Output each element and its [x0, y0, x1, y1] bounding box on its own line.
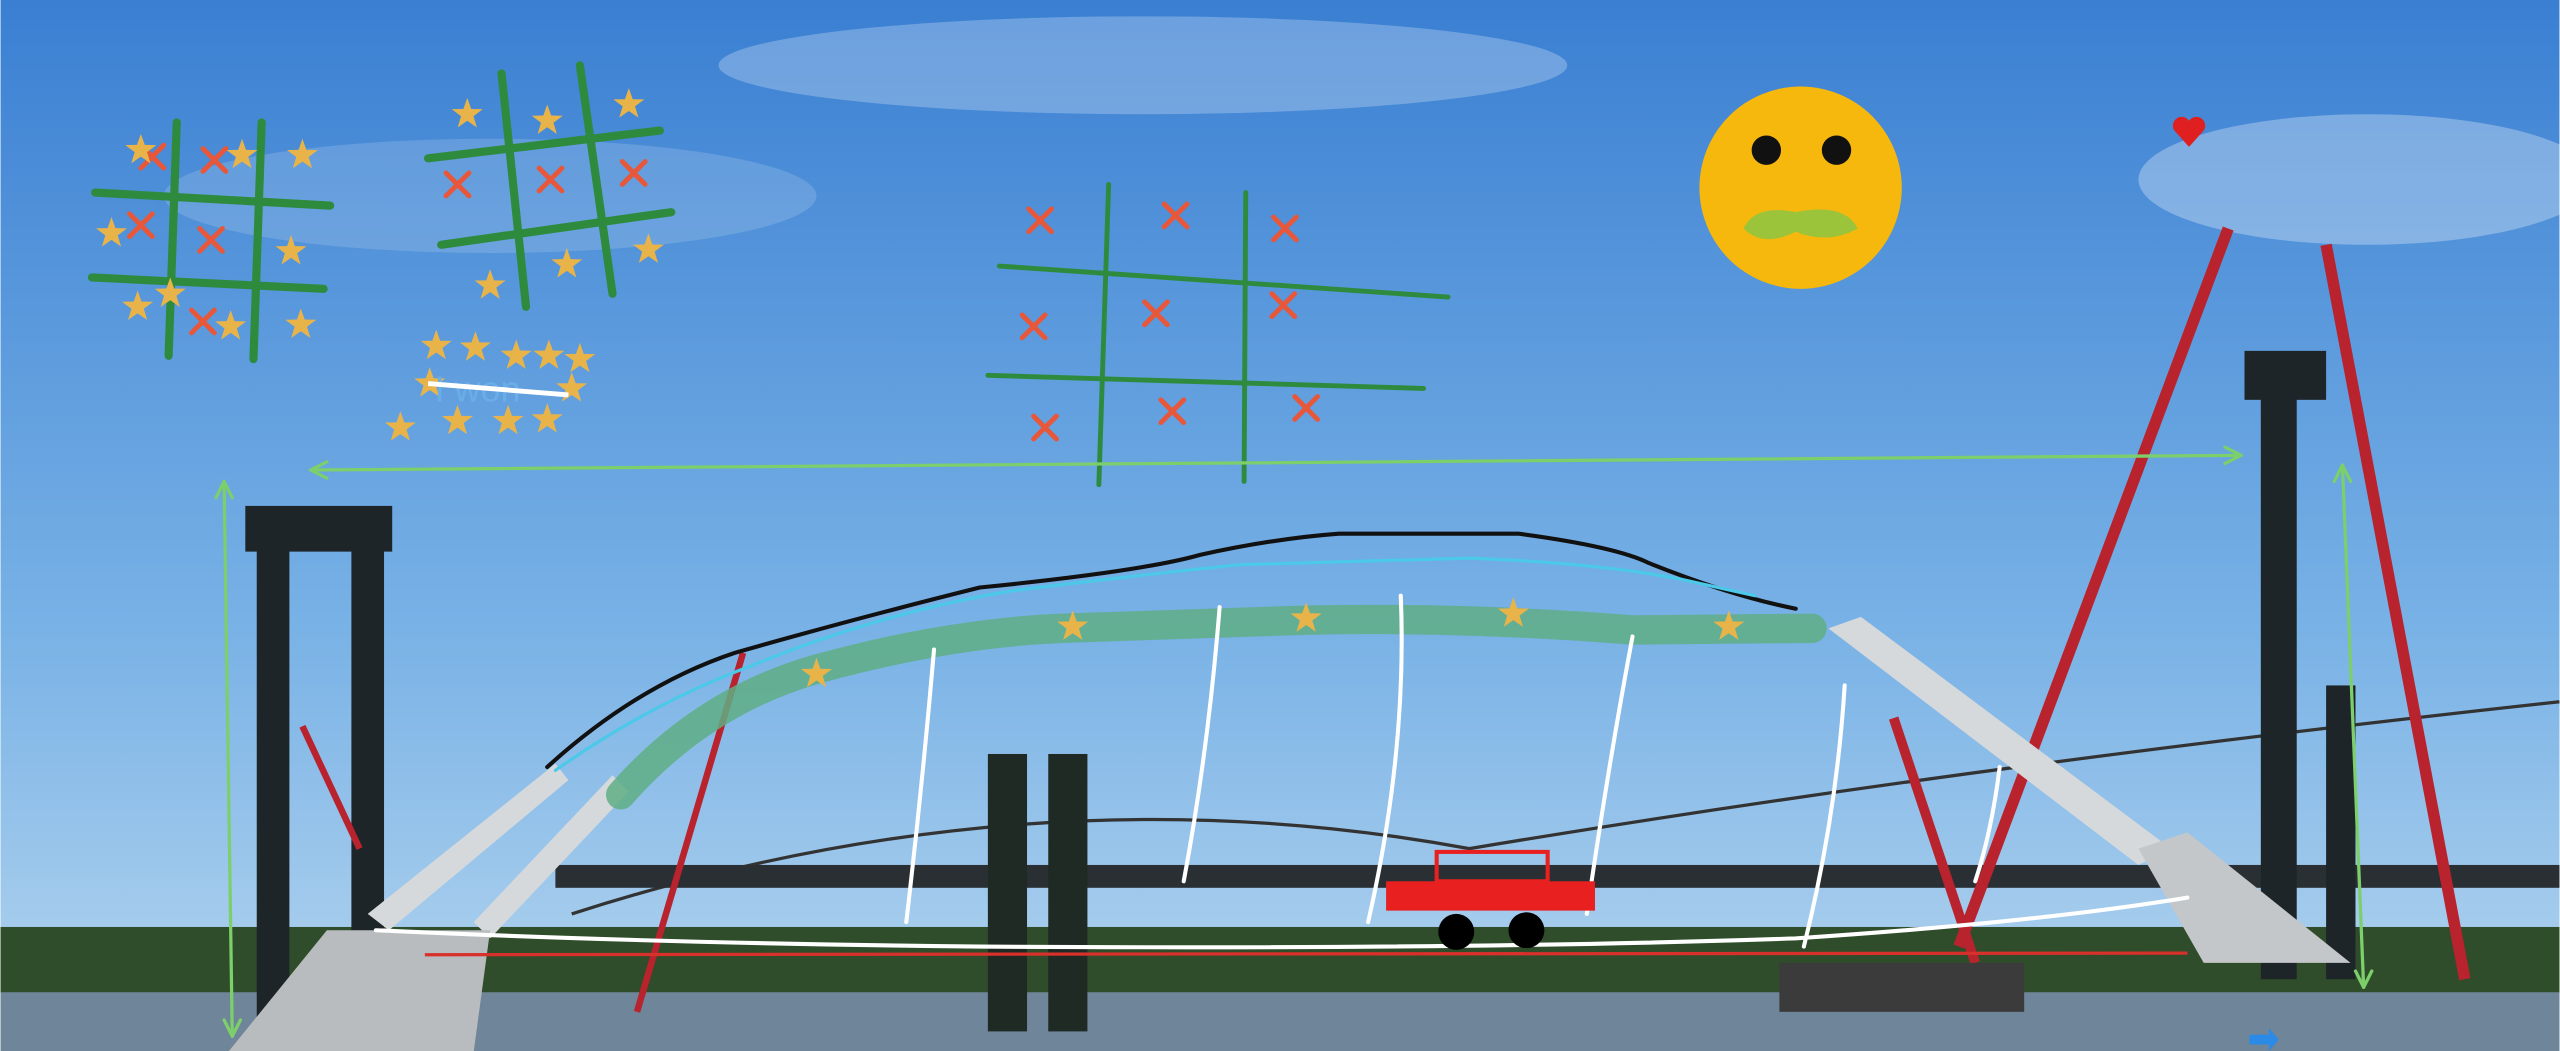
- whiteboard-canvas[interactable]: I won: [0, 0, 2560, 1051]
- background-photo: [1, 0, 2560, 1051]
- page: I won (() => { const data = JSON.pa: [0, 0, 2560, 1051]
- red-stroke: [425, 953, 2188, 955]
- sad-face-drawing: [1699, 86, 1901, 288]
